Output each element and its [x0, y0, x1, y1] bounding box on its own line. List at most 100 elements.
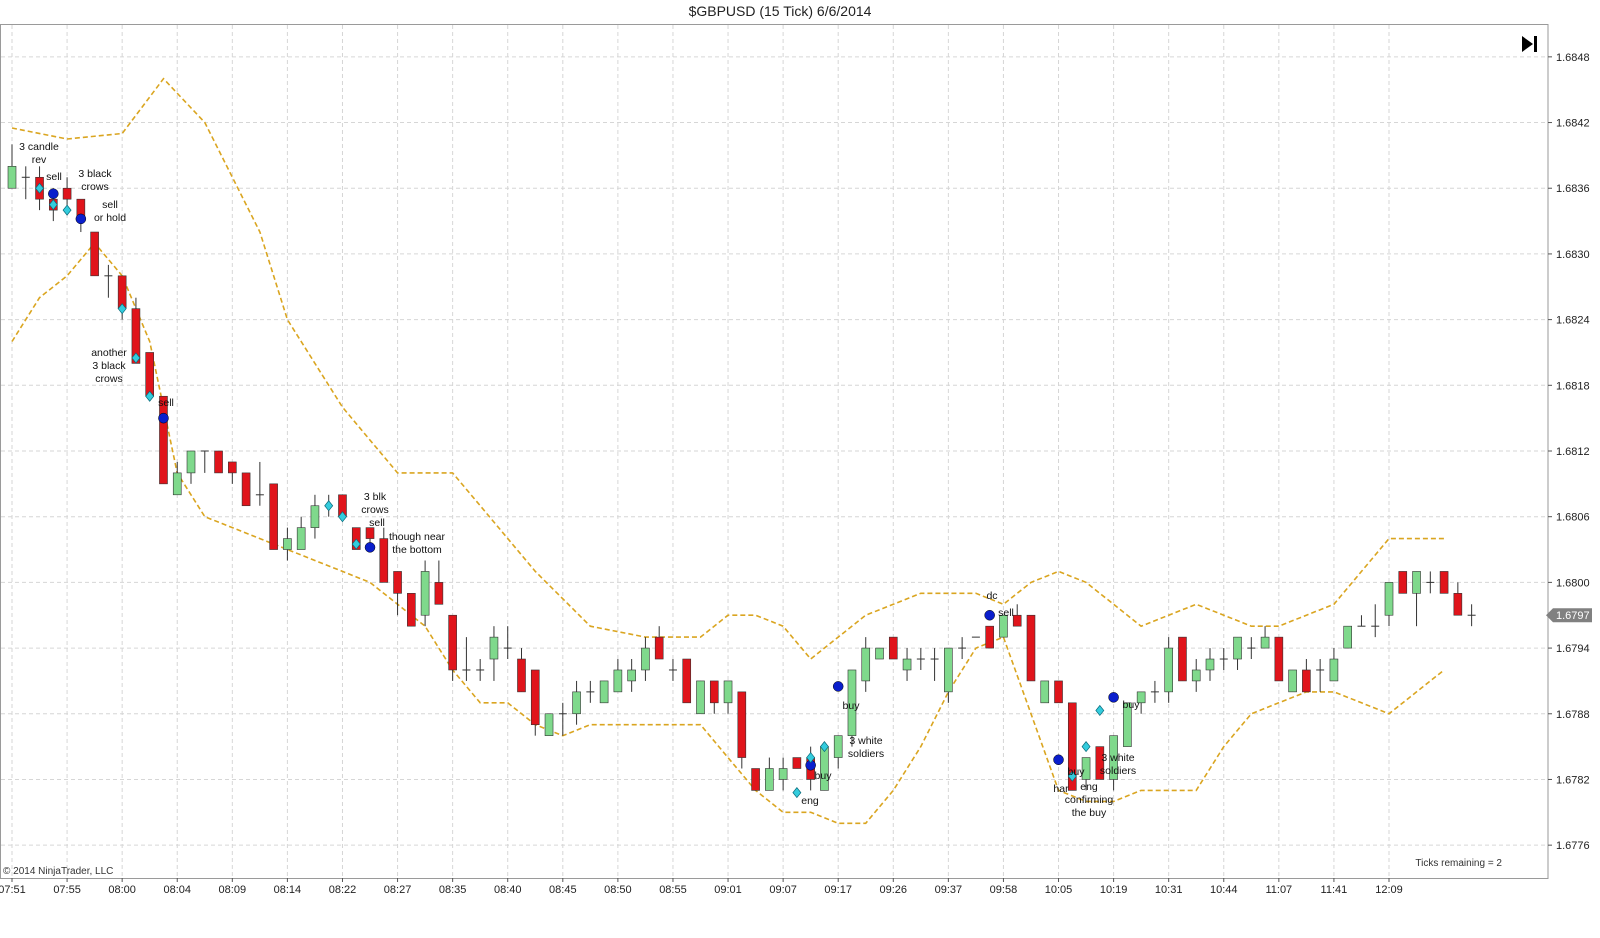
candle-body-up	[1191, 669, 1201, 682]
candle	[1439, 571, 1449, 594]
lower-band-line	[11, 241, 1445, 825]
annotation-label: confirming	[1065, 794, 1114, 806]
candle-body-up	[765, 768, 774, 791]
candle	[1123, 702, 1132, 747]
candle-body-up	[902, 658, 912, 671]
grid	[0, 24, 1549, 879]
candle	[172, 461, 182, 496]
candle-body-up	[420, 571, 430, 616]
y-tick-label: 1.6800	[1556, 577, 1590, 589]
candle-body-up	[778, 768, 788, 780]
candle-body-down	[269, 483, 278, 550]
annotation-label: soldiers	[848, 748, 884, 760]
candle	[1357, 615, 1366, 627]
candle-body-down	[448, 614, 457, 671]
last-price-tag	[1546, 608, 1592, 623]
annotation-label: sell	[158, 397, 174, 409]
candle-body-down	[145, 352, 154, 397]
candle	[393, 571, 402, 616]
candle-body-down	[407, 593, 416, 627]
candle-body-down	[1012, 614, 1022, 627]
candle	[1384, 582, 1394, 627]
candle-body-up	[833, 735, 843, 758]
candle	[1412, 571, 1421, 627]
candle-body-up	[1343, 625, 1352, 649]
x-tick-label: 08:50	[604, 884, 632, 896]
candle	[847, 669, 857, 747]
annotation-label: sell	[369, 517, 385, 529]
candle-body-up	[847, 669, 857, 736]
candle	[792, 757, 802, 769]
y-tick-label: 1.6842	[1556, 118, 1590, 130]
candle	[517, 648, 526, 693]
candle-body-up	[544, 713, 554, 736]
x-tick-label: 09:17	[824, 884, 852, 896]
x-tick-label: 09:01	[714, 884, 742, 896]
bollinger-bands	[11, 77, 1445, 825]
annotation-label: another	[91, 347, 127, 359]
annotation-label: the buy	[1072, 807, 1107, 819]
y-tick-label: 1.6830	[1556, 249, 1590, 261]
x-tick-label: 12:09	[1375, 884, 1403, 896]
candle-body-down	[1095, 746, 1105, 780]
signal-dot	[984, 609, 995, 621]
x-tick-label: 07:55	[53, 884, 81, 896]
annotation-label: eng	[801, 795, 819, 807]
annotation-label: sell	[46, 171, 62, 183]
candle-body-up	[599, 680, 609, 704]
candle	[420, 560, 430, 627]
annotation-label: the bottom	[392, 544, 442, 556]
skip-to-end-icon[interactable]	[1522, 36, 1537, 52]
candle-body-up	[296, 527, 306, 550]
signal-diamond	[324, 500, 334, 512]
candle-body-up	[7, 166, 17, 189]
candle	[1426, 571, 1435, 594]
candle-body-up	[1081, 757, 1091, 780]
candle	[861, 637, 871, 692]
annotation-label: 3 white	[1101, 752, 1134, 764]
candle	[1136, 691, 1146, 714]
candle-body-up	[489, 636, 499, 660]
x-tick-label: 11:41	[1321, 884, 1348, 896]
candle-body-up	[1233, 636, 1242, 660]
annotation-label: crows	[81, 181, 108, 193]
candle-body-down	[682, 658, 692, 704]
candle-body-down	[1054, 680, 1063, 704]
candle	[572, 680, 581, 725]
signal-diamond	[145, 390, 155, 402]
candle	[104, 264, 113, 298]
candle	[489, 626, 499, 681]
signal-dot	[364, 542, 376, 553]
annotation-label: soldiers	[1100, 765, 1136, 777]
candle	[159, 395, 168, 485]
candle	[930, 648, 939, 681]
x-tick-label: 08:45	[549, 884, 577, 896]
candle	[1205, 648, 1215, 681]
annotation-label: 3 blk	[364, 491, 387, 503]
x-tick-label: 08:35	[439, 884, 467, 896]
annotation-label: buy	[1123, 699, 1141, 711]
candle	[888, 636, 898, 660]
x-tick-label: 10:31	[1155, 884, 1183, 896]
x-tick-label: 08:40	[494, 884, 522, 896]
annotation-label: though near	[389, 531, 446, 543]
signal-diamond	[806, 752, 816, 764]
y-tick-label: 1.6788	[1556, 709, 1590, 721]
candle	[1288, 669, 1297, 693]
candle-body-down	[709, 680, 719, 704]
candle	[985, 625, 994, 649]
candle	[544, 713, 554, 736]
x-tick-label: 09:07	[769, 884, 797, 896]
annotation-label: sell	[102, 199, 118, 211]
candle	[1040, 680, 1050, 704]
signal-diamond	[1067, 770, 1077, 782]
signal-diamond	[792, 787, 802, 799]
candle	[641, 637, 650, 681]
candle-body-down	[751, 768, 760, 791]
x-tick-label: 07:51	[0, 884, 26, 896]
candle	[503, 626, 512, 660]
candle	[1095, 746, 1105, 780]
y-tick-label: 1.6776	[1556, 840, 1590, 852]
